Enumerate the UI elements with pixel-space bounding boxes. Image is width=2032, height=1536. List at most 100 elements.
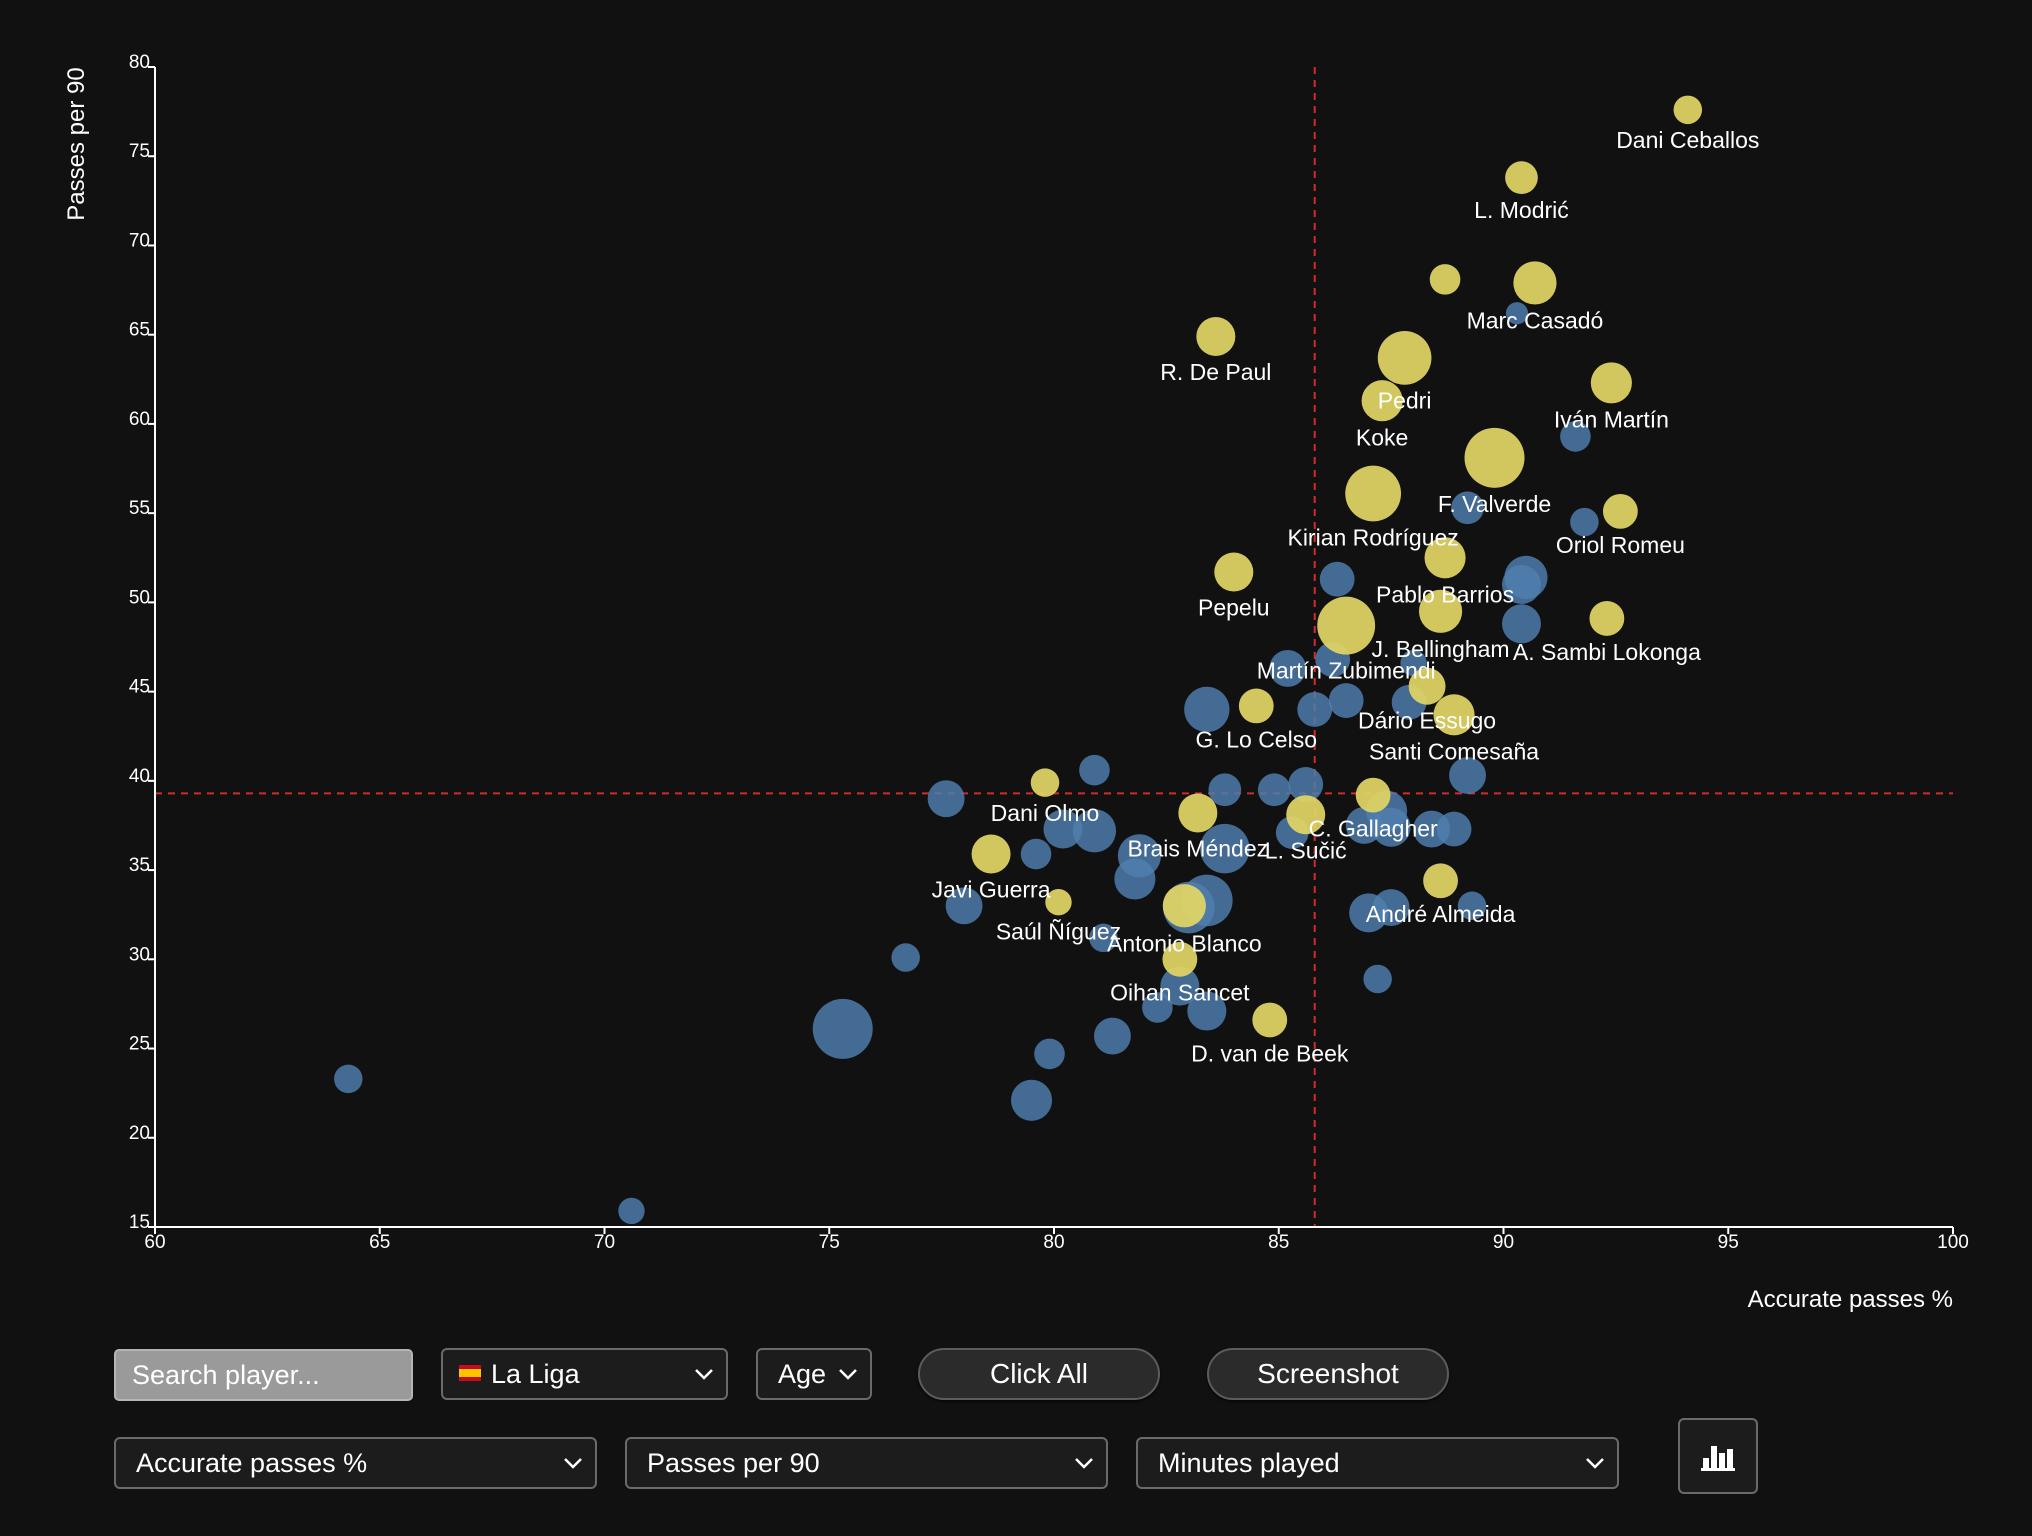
size-metric-select[interactable]: Minutes played [1136,1437,1619,1489]
player-point [1457,891,1487,921]
player-point [1089,923,1118,953]
player-point [1269,649,1307,687]
y-tick-label: 15 [129,1212,150,1233]
x-axis-title: Accurate passes % [1748,1286,1953,1313]
chart-type-button[interactable] [1678,1418,1758,1494]
highlighted-player-point [1464,427,1525,488]
y-tick-label: 30 [129,944,150,965]
player-label: Antonio Blanco [1107,930,1262,956]
y-tick-label: 20 [129,1123,150,1144]
player-point [1319,561,1355,597]
player-label: C. Gallagher [1309,816,1438,842]
player-point [1505,302,1529,325]
player-point [1093,1017,1131,1055]
league-select-value: La Liga [491,1359,580,1389]
player-label: R. De Paul [1160,359,1271,385]
axes-group: 60 65 70 75 80 85 90 95 100 15 20 25 30 35 40 45 50 55 60 6… [129,52,1969,1253]
player-point [1372,889,1410,927]
x-tick-label: 70 [594,1232,615,1253]
y-tick-label: 35 [129,855,150,876]
league-select[interactable]: La Liga [441,1348,728,1400]
player-point [1449,757,1486,794]
player-point [1288,767,1324,802]
highlighted-player-point [1418,589,1463,633]
highlighted-player-point [1433,694,1475,736]
player-point [927,780,965,818]
player-label: Santi Comesaña [1369,738,1539,764]
player-point [1142,992,1173,1023]
chevron-down-icon [1585,1439,1605,1487]
x-tick-label: 100 [1937,1232,1969,1253]
player-point [1504,555,1548,600]
x-tick-label: 90 [1493,1232,1514,1253]
player-point [945,887,983,925]
player-label: Pablo Barrios [1376,581,1514,607]
highlighted-player-point [1377,331,1432,385]
player-point [1297,692,1333,727]
x-metric-select[interactable]: Accurate passes % [114,1437,597,1489]
player-point [1371,807,1411,847]
y-tick-label: 70 [129,230,150,251]
player-point [1560,421,1591,452]
player-label: Dani Olmo [991,800,1100,826]
highlighted-player-point [1030,768,1060,797]
highlighted-player-point [1408,667,1446,705]
highlighted-player-point [1238,688,1274,724]
highlighted-player-point [1361,380,1403,422]
highlighted-player-point [1429,264,1461,295]
player-label: Martín Zubimendi [1257,658,1436,684]
player-point [1208,773,1242,807]
y-tick-label: 80 [129,52,150,73]
highlighted-player-point [1513,261,1557,305]
x-tick-label: 95 [1718,1232,1739,1253]
highlighted-player-point [1162,884,1206,928]
player-point [1363,964,1392,994]
player-point [1020,838,1052,870]
player-label: Pedri [1378,388,1432,414]
highlighted-player-point [1423,863,1458,899]
x-tick-label: 75 [819,1232,840,1253]
search-input[interactable]: Search player... [114,1349,413,1401]
player-label: Kirian Rodríguez [1287,524,1458,550]
spain-flag-icon [459,1364,481,1381]
click-all-button[interactable]: Click All [918,1348,1160,1400]
player-point [1043,809,1083,849]
highlighted-player-point [1589,601,1625,636]
age-select-value: Age [778,1359,827,1389]
chevron-down-icon [1074,1439,1094,1487]
player-label: Oriol Romeu [1556,532,1685,558]
chevron-down-icon [838,1350,858,1398]
bar-chart-icon [1701,1446,1735,1471]
screenshot-button[interactable]: Screenshot [1207,1348,1449,1400]
player-point [1079,754,1110,786]
player-point [1501,604,1541,644]
y-tick-label: 55 [129,498,150,519]
player-label: D. van de Beek [1191,1040,1349,1066]
player-label: Dani Ceballos [1616,127,1759,153]
x-tick-label: 65 [369,1232,390,1253]
player-point [334,1064,363,1094]
highlighted-player-point [1286,795,1326,835]
player-point [1257,773,1291,807]
player-label: André Almeida [1366,901,1516,927]
player-label: Koke [1356,424,1408,450]
player-label: Saúl Ñíguez [996,918,1121,944]
highlighted-player-point [1045,889,1072,916]
player-point [1328,683,1364,718]
highlighted-player-point [1196,316,1236,356]
player-point [1010,1079,1053,1121]
y-axis-title: Passes per 90 [63,67,90,220]
y-metric-select[interactable]: Passes per 90 [625,1437,1108,1489]
age-select[interactable]: Age [756,1348,872,1400]
player-point [618,1197,645,1225]
highlighted-player-point [1424,537,1466,579]
points-group [334,95,1703,1225]
player-label: Pepelu [1198,595,1270,621]
y-metric-value: Passes per 90 [647,1448,820,1478]
player-label: A. Sambi Lokonga [1513,639,1701,665]
player-label: Iván Martín [1554,406,1669,432]
player-label: L. Sučić [1265,837,1347,863]
player-label: Marc Casadó [1467,308,1604,334]
y-tick-label: 45 [129,677,150,698]
player-label: G. Lo Celso [1196,726,1317,752]
